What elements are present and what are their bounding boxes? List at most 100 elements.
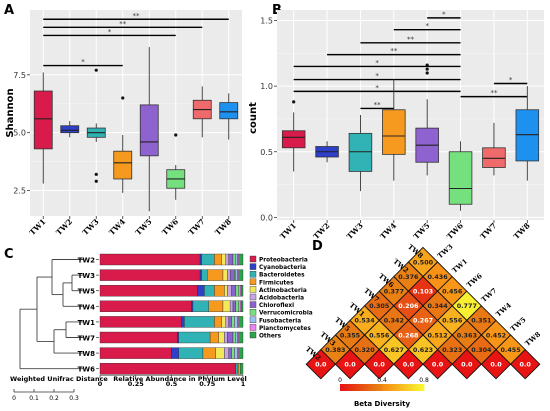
bar-segment	[238, 300, 241, 312]
bar-segment	[235, 285, 239, 297]
bar-segment	[178, 347, 204, 359]
heatmap-value: 0.383	[325, 346, 345, 354]
legend-gradient-step	[390, 384, 393, 391]
heatmap-value: 0.0	[432, 361, 444, 369]
legend-tick-label: 0	[338, 377, 342, 384]
legend-tick-label: 0.8	[419, 377, 429, 384]
significance-label: **	[374, 101, 382, 109]
panel-a-y-axis-label: Shannon	[5, 88, 16, 137]
bar-segment	[229, 269, 235, 281]
box-tw4	[382, 109, 406, 155]
panel-c-stacked-bars	[99, 253, 244, 375]
legend-swatch	[249, 324, 257, 331]
heatmap-cell	[509, 348, 541, 380]
legend-swatch	[249, 331, 257, 339]
bar-segment	[234, 347, 238, 359]
row-label: TW1	[78, 319, 95, 327]
significance-label: *	[375, 84, 379, 92]
x-tick-label: TW7	[187, 217, 207, 237]
outlier-point	[94, 179, 98, 183]
x-tick-label: TW4	[107, 217, 127, 237]
panel-a-shannon-boxplot: ****** 2.55.07.5 TW1 TW2 TW3 TW4 TW5 TW6 TW7 TW…	[5, 10, 242, 237]
y-tick-label: 2.5	[13, 187, 26, 196]
bar-segment	[208, 300, 224, 312]
bar-segment	[99, 253, 201, 266]
heatmap-value: 0.777	[457, 302, 477, 310]
bar-segment	[171, 347, 179, 359]
row-label: TW5	[78, 288, 95, 296]
bar-segment	[237, 363, 239, 375]
panel-c-phylum-abundance: TW2 TW3 TW5 TW4 TW1 TW7 TW8 TW6 0 0.25 0.5 0.75 1 P…	[10, 253, 313, 402]
legend-gradient-step	[418, 384, 421, 391]
heatmap-value: 0.377	[384, 288, 404, 296]
significance-label: *	[509, 76, 513, 84]
bar-segment	[228, 347, 232, 359]
bar-segment	[227, 331, 234, 344]
heatmap-cell	[305, 348, 337, 380]
legend-gradient-step	[364, 384, 367, 391]
legend-label: Actinobacteria	[259, 288, 307, 294]
legend-gradient-step	[366, 384, 369, 391]
bar-segment	[235, 300, 239, 312]
bar-segment	[227, 285, 232, 297]
outlier-point	[121, 96, 125, 100]
significance-label: **	[133, 12, 141, 20]
bar-segment	[177, 331, 179, 344]
legend-gradient-step	[392, 384, 395, 391]
bar-segment	[224, 347, 229, 359]
legend-label: Planctomycetes	[259, 326, 311, 332]
legend-swatch	[249, 278, 257, 285]
bar-segment	[207, 269, 224, 281]
x-tick-label: TW5	[134, 217, 154, 237]
x-tick-label: 0	[98, 380, 103, 388]
panel-c-dendrogram	[19, 259, 83, 370]
heatmap-value: 0.0	[315, 361, 327, 369]
bar-segment	[239, 363, 244, 375]
legend-label: Cyanobacteria	[259, 265, 306, 271]
panel-c-dendrogram-scale: 0 0.1 0.2 0.3	[12, 389, 79, 402]
panel-b-significance-bars: **************	[293, 10, 528, 110]
panel-c-row-labels: TW2 TW3 TW5 TW4 TW1 TW7 TW8 TW6	[78, 257, 99, 374]
heatmap-value: 0.355	[340, 331, 360, 339]
heatmap-value: 0.0	[403, 361, 415, 369]
heatmap-cell	[334, 348, 366, 380]
legend-swatch	[249, 255, 257, 263]
bar-segment	[225, 316, 229, 328]
scale-tick-label: 0	[12, 395, 16, 402]
legend-swatch	[249, 316, 257, 323]
bar-segment	[199, 269, 202, 281]
x-tick-label: TW8	[512, 221, 532, 241]
bar-segment	[178, 331, 211, 344]
legend-gradient-step	[416, 384, 419, 391]
panel-d-legend: 0 0.4 0.8	[338, 377, 429, 391]
panel-b-y-axis-label: count	[248, 102, 259, 134]
bar-segment	[184, 316, 215, 328]
legend-gradient-step	[412, 384, 415, 391]
bar-segment	[201, 253, 215, 266]
legend-gradient-step	[350, 384, 353, 391]
heatmap-value: 0.0	[461, 361, 473, 369]
outlier-point	[425, 71, 429, 75]
significance-label: *	[442, 10, 446, 18]
row-label: TW8	[78, 350, 95, 358]
heatmap-value: 0.455	[500, 346, 520, 354]
legend-gradient-step	[340, 384, 343, 391]
bar-segment	[99, 363, 237, 375]
legend-gradient-step	[378, 384, 381, 391]
bar-segment	[204, 285, 215, 297]
bar-segment	[222, 269, 228, 281]
legend-gradient-step	[362, 384, 365, 391]
legend-label: Firmicutes	[259, 280, 294, 286]
bar-segment	[237, 347, 239, 359]
bar-segment	[231, 316, 235, 328]
x-tick-label: 0.75	[199, 380, 216, 388]
panel-c-dendrogram-label: Weighted Unifrac Distance	[10, 375, 108, 383]
bar-segment	[214, 285, 225, 297]
bar-segment	[238, 269, 244, 281]
significance-label: *	[375, 59, 379, 67]
bar-segment	[237, 331, 239, 344]
heatmap-cell	[480, 348, 512, 380]
heatmap-cell	[393, 348, 424, 380]
heatmap-value: 0.267	[413, 317, 433, 325]
legend-gradient-step	[404, 384, 407, 391]
